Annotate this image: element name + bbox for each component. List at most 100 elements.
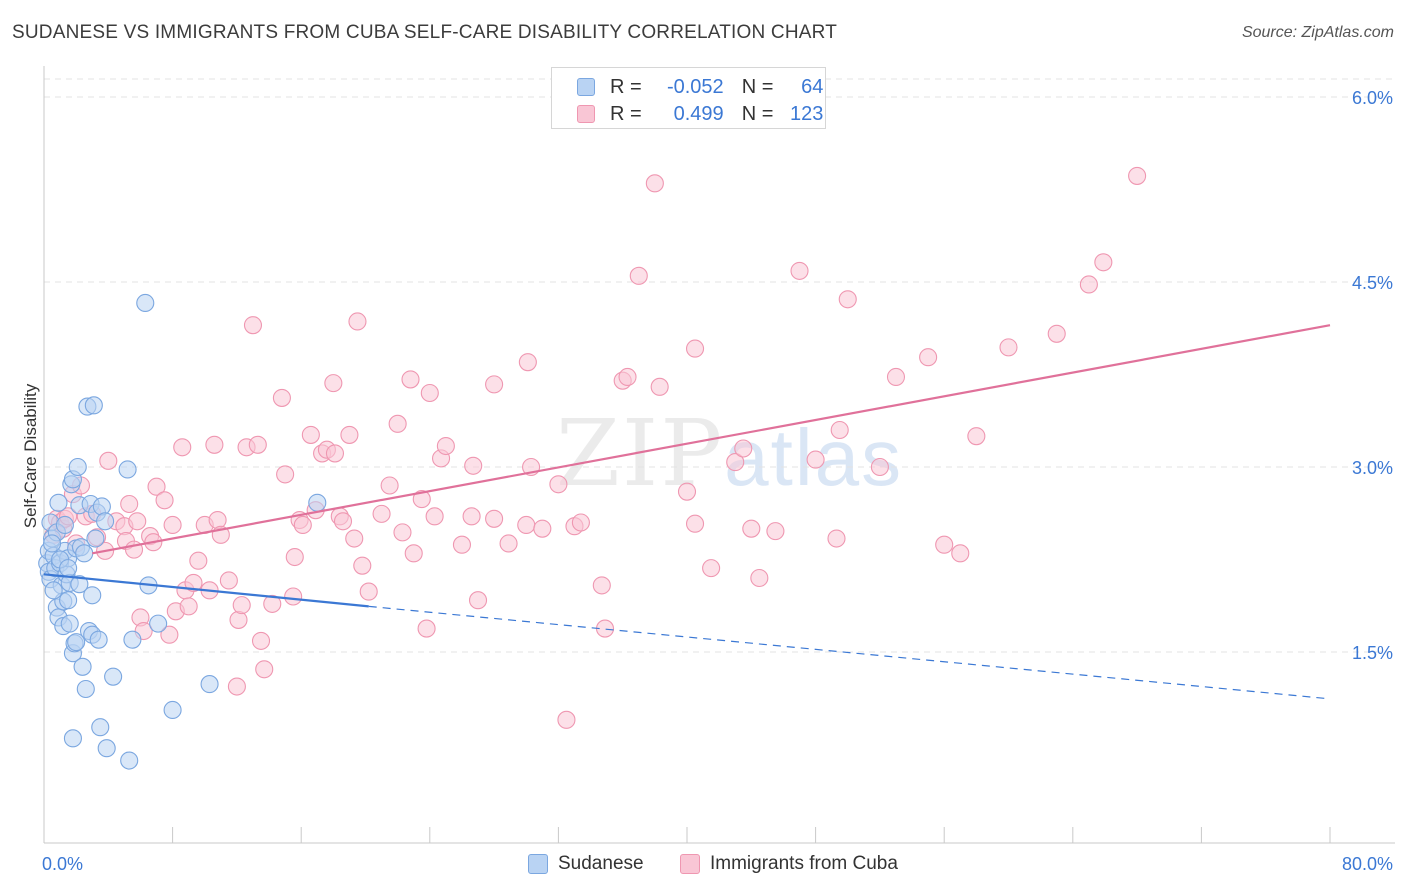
n-value: 64: [801, 75, 824, 98]
sudanese-point: [60, 614, 79, 633]
cuba-point: [232, 596, 251, 615]
sudanese-legend-label: Sudanese: [558, 853, 644, 874]
cuba-point: [645, 174, 664, 193]
cuba-point: [147, 477, 166, 496]
sudanese-point: [104, 667, 123, 686]
cuba-point: [163, 515, 182, 535]
source-label: Source: ZipAtlas.com: [1241, 24, 1394, 41]
cuba-point: [951, 544, 970, 563]
sudanese-point: [123, 630, 142, 649]
cuba-point: [401, 370, 420, 389]
cuba-point: [838, 290, 857, 309]
cuba-point: [128, 512, 147, 531]
cuba-point: [227, 677, 246, 696]
r-value: -0.052: [666, 75, 724, 98]
sudanese-point: [96, 512, 115, 531]
x-tick-label: 0.0%: [42, 854, 83, 874]
cuba-point: [205, 435, 224, 454]
cuba-point: [412, 490, 431, 509]
cuba-point: [499, 534, 518, 553]
cuba-point: [886, 367, 906, 387]
y-tick-label: 4.5%: [1352, 273, 1393, 293]
cuba-point: [1094, 253, 1113, 272]
cuba-point: [285, 547, 304, 567]
cuba-point: [766, 522, 785, 541]
cuba-point: [518, 353, 537, 372]
cuba-point: [393, 523, 412, 542]
cuba-point: [372, 504, 391, 523]
sudanese-point: [83, 586, 102, 605]
n-value: 123: [790, 102, 824, 125]
cuba-point: [160, 625, 179, 644]
sudanese-point: [86, 529, 105, 548]
cuba-point: [255, 660, 274, 679]
cuba-point: [243, 316, 263, 335]
y-tick-label: 3.0%: [1352, 458, 1393, 478]
sudanese-legend-swatch: [528, 854, 548, 874]
cuba-point: [276, 465, 295, 484]
cuba-point: [571, 513, 590, 532]
cuba-point: [685, 339, 705, 358]
cuba-point: [99, 451, 118, 470]
chart-title: SUDANESE VS IMMIGRANTS FROM CUBA SELF-CA…: [12, 22, 838, 43]
cuba-point: [251, 631, 271, 650]
cuba-point: [1079, 275, 1098, 294]
cuba-point: [324, 374, 343, 393]
cuba-point: [173, 438, 192, 457]
cuba-point: [1128, 166, 1147, 185]
cuba-point: [629, 266, 648, 285]
cuba-point: [325, 444, 345, 463]
cuba-point: [790, 261, 809, 280]
cuba-point: [333, 512, 353, 531]
cuba-point: [485, 509, 504, 528]
sudanese-point: [118, 460, 137, 479]
cuba-point: [677, 482, 697, 501]
cuba-point: [436, 436, 455, 456]
cuba-point: [184, 573, 203, 592]
cuba-point: [462, 507, 481, 526]
sudanese-trend-line: [43, 573, 369, 608]
cuba-point: [284, 587, 303, 606]
sudanese-point: [76, 679, 95, 699]
cuba-point: [702, 559, 721, 578]
cuba-point: [517, 515, 536, 535]
cuba-point: [189, 551, 208, 570]
cuba-point: [340, 425, 359, 444]
cuba-point: [420, 383, 439, 403]
sudanese-point: [75, 544, 94, 563]
cuba-point: [967, 427, 986, 446]
bottom-legend-cuba: Immigrants from Cuba: [680, 852, 898, 876]
y-tick-label: 6.0%: [1352, 88, 1393, 108]
cuba-point: [263, 594, 282, 613]
cuba-swatch: [577, 105, 595, 123]
cuba-point: [359, 582, 378, 601]
cuba-point: [734, 439, 753, 458]
cuba-point: [425, 507, 444, 526]
cuba-point: [272, 388, 291, 407]
cuba-point: [380, 476, 399, 495]
cuba-point: [208, 510, 227, 530]
cuba-point: [919, 348, 938, 367]
sudanese-point: [136, 293, 155, 313]
cuba-point: [345, 529, 364, 548]
cuba-trend-line: [92, 324, 1331, 555]
cuba-point: [742, 519, 761, 538]
cuba-point: [999, 338, 1018, 357]
cuba-point: [592, 576, 611, 595]
cuba-point: [806, 450, 825, 469]
sudanese-point: [49, 493, 68, 512]
x-tick-label: 80.0%: [1342, 854, 1393, 874]
y-axis-label: Self-Care Disability: [21, 383, 40, 528]
cuba-point: [155, 491, 174, 510]
cuba-point: [750, 568, 769, 588]
cuba-point: [650, 377, 669, 396]
r-value: 0.499: [673, 102, 724, 125]
sudanese-point: [200, 675, 219, 694]
cuba-point: [248, 435, 267, 454]
sudanese-point: [55, 515, 74, 535]
cuba-point: [388, 414, 407, 433]
r-label: R =: [610, 75, 642, 98]
cuba-point: [830, 420, 849, 440]
sudanese-point: [97, 739, 116, 758]
